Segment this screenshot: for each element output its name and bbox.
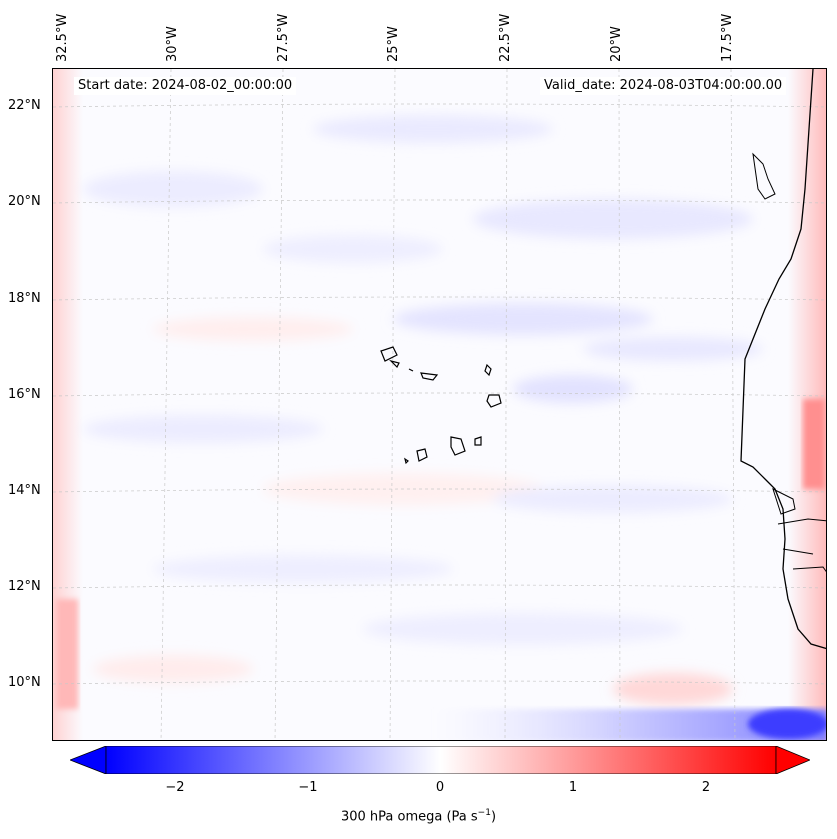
lon-label-32-5w: 32.5°W (55, 13, 70, 62)
lat-label-18n: 18°N (8, 291, 41, 306)
lat-label-22n: 22°N (8, 98, 41, 113)
graticule (53, 69, 826, 740)
colorbar-label-suffix: ) (490, 809, 497, 825)
bottom-right-strong-descent (748, 709, 826, 739)
lat-label-14n: 14°N (8, 483, 41, 498)
colorbar-tick-neg1: −1 (298, 780, 318, 795)
lon-label-30w: 30°W (165, 26, 180, 62)
lat-label-20n: 20°N (8, 194, 41, 209)
colorbar-label-prefix: 300 hPa omega (Pa s (340, 809, 478, 825)
colorbar-extend-max (775, 746, 810, 774)
colorbar (70, 746, 810, 774)
colorbar-label: 300 hPa omega (Pa s−1) (0, 808, 837, 824)
lon-label-20w: 20°W (609, 26, 624, 62)
colorbar-tick-1: 1 (568, 780, 578, 795)
left-edge-highlight (56, 599, 78, 709)
lon-label-22-5w: 22.5°W (498, 13, 513, 62)
colorbar-label-exponent: −1 (477, 808, 491, 818)
cape-verde-islands (380, 346, 502, 465)
lat-label-16n: 16°N (8, 387, 41, 402)
west-africa-coastline (740, 69, 826, 650)
colorbar-body (105, 746, 777, 774)
colorbar-tick-neg2: −2 (165, 780, 185, 795)
lon-label-25w: 25°W (386, 26, 401, 62)
omega-field (83, 115, 763, 705)
right-edge-highlight (803, 399, 825, 489)
valid-date-label: Valid_date: 2024-08-03T04:00:00.00 (540, 77, 787, 95)
map-panel (52, 68, 827, 741)
colorbar-tick-0: 0 (435, 780, 445, 795)
colorbar-extend-min (70, 746, 107, 774)
lon-label-17-5w: 17.5°W (720, 13, 735, 62)
start-date-label: Start date: 2024-08-02_00:00:00 (74, 77, 297, 95)
lat-label-10n: 10°N (8, 675, 41, 690)
lon-label-27-5w: 27.5°W (276, 13, 291, 62)
colorbar-tick-2: 2 (701, 780, 711, 795)
lat-label-12n: 12°N (8, 579, 41, 594)
coastline-detail (752, 152, 826, 573)
omega-field-map (53, 69, 826, 740)
